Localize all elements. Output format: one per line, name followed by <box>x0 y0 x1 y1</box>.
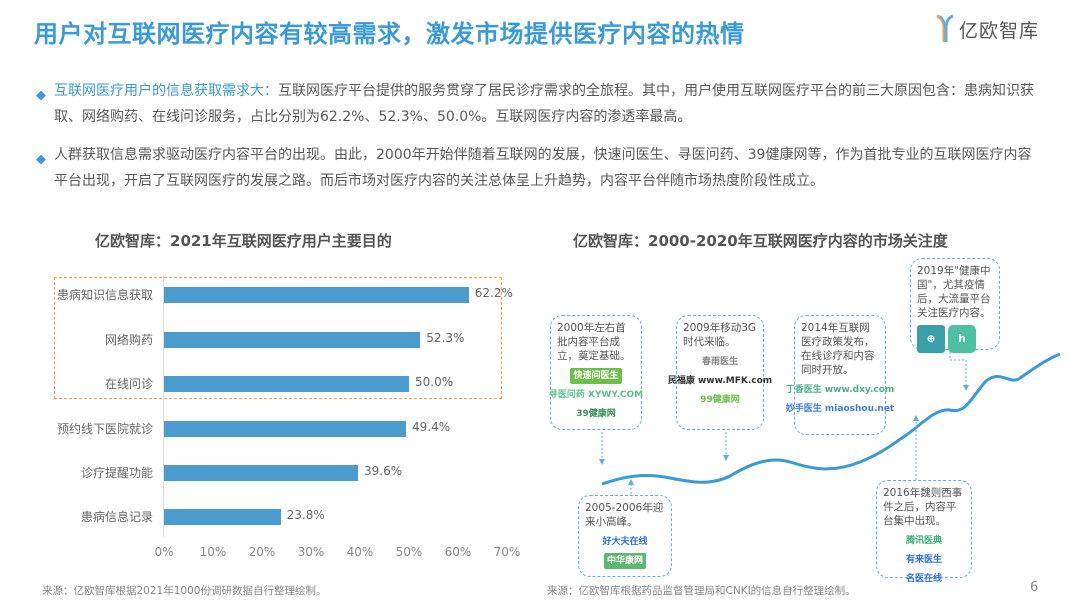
callout-2016: 2016年魏则西事件之后，内容平台集中出现。 腾讯医典 有来医生 名医在线 <box>876 480 972 584</box>
bar-row: 预约线下医院就诊 49.4% <box>40 420 510 437</box>
logo-haodf: 好大夫在线 <box>602 537 648 547</box>
x-tick-label: 20% <box>248 545 276 559</box>
app-icon-1: ⊕ <box>917 325 945 353</box>
bar-category-label: 诊疗提醒功能 <box>80 466 153 480</box>
logo-zhonghua: 中华康网 <box>603 553 646 569</box>
bullet-text: 互联网医疗平台提供的服务贯穿了居民诊疗需求的全旅程。其中，用户使用互联网医疗平台… <box>54 83 1034 125</box>
bar <box>164 421 407 437</box>
bar-chart-title: 亿欧智库：2021年互联网医疗用户主要目的 <box>95 232 392 250</box>
callout-2019: 2019年"健康中国"，尤其疫情后，大流量平台关注医疗内容。 ⊕ h <box>910 258 1000 353</box>
timeline-chart: 2000年左右首批内容平台成立，奠定基础。 快速问医生 寻医问药 XYWY.CO… <box>540 250 1072 584</box>
logo-mingyi: 名医在线 <box>905 574 942 584</box>
app-icon-2: h <box>948 325 976 353</box>
x-axis-ticks: 0% 10% 20% 30% 40% 50% 60% 70% <box>154 545 520 561</box>
bullet-item: ◆ 人群获取信息需求驱动医疗内容平台的出现。由此，2000年开始伴随着互联网的发… <box>34 142 1044 194</box>
page-title: 用户对互联网医疗内容有较高需求，激发市场提供医疗内容的热情 <box>34 20 745 48</box>
callout-text: 2016年魏则西事件之后，内容平台集中出现。 <box>883 487 963 527</box>
logo-mfk: 民福康 www.MFK.com <box>667 376 773 386</box>
bar-category-label: 患病信息记录 <box>80 510 153 524</box>
bar-value-label: 62.2% <box>474 286 513 300</box>
bullet-text: 人群获取信息需求驱动医疗内容平台的出现。由此，2000年开始伴随着互联网的发展，… <box>54 147 1032 189</box>
logo-y-icon <box>936 14 954 42</box>
callout-text: 2005-2006年迎来小高峰。 <box>585 502 664 528</box>
logo-39: 39健康网 <box>576 409 616 419</box>
bar-row: 患病知识信息获取 62.2% <box>40 286 513 303</box>
logo-kuaisu: 快速问医生 <box>570 368 622 384</box>
highlight-box <box>54 277 502 399</box>
bar-value-label: 49.4% <box>412 420 451 434</box>
bar-row: 患病信息记录 23.8% <box>40 508 510 525</box>
logo-dxy: 丁香医生 www.dxy.com <box>785 385 895 395</box>
timeline-chart-title: 亿欧智库：2000-2020年互联网医疗内容的市场关注度 <box>573 232 948 250</box>
bar-category-label: 网络购药 <box>104 333 153 347</box>
x-tick-label: 40% <box>346 545 374 559</box>
bar-value-label: 50.0% <box>415 375 454 389</box>
bar <box>164 287 469 303</box>
x-tick-label: 10% <box>199 545 227 559</box>
bar-row: 网络购药 52.3% <box>40 331 510 348</box>
callout-2014: 2014年互联网医疗政策发布，在线诊疗和内容同时开放。 丁香医生 www.dxy… <box>786 315 894 435</box>
x-tick-label: 50% <box>395 545 423 559</box>
callout-2009: 2009年移动3G时代来临。 春雨医生 民福康 www.MFK.com 99健康… <box>668 315 772 430</box>
diamond-icon: ◆ <box>36 152 46 167</box>
bullet-item: ◆ 互联网医疗用户的信息获取需求大：互联网医疗平台提供的服务贯穿了居民诊疗需求的… <box>34 78 1044 130</box>
logo-99: 99健康网 <box>700 395 740 405</box>
bar-row: 诊疗提醒功能 39.6% <box>40 464 510 481</box>
callout-text: 2019年"健康中国"，尤其疫情后，大流量平台关注医疗内容。 <box>917 265 991 319</box>
bar <box>164 465 359 481</box>
trend-line <box>601 352 1061 486</box>
logo-miaoshou: 妙手医生 miaoshou.net <box>785 404 895 414</box>
bar-category-label: 预约线下医院就诊 <box>56 422 153 436</box>
logo-xywy: 寻医问药 XYWY.COM <box>548 390 644 400</box>
bar-value-label: 39.6% <box>364 464 403 478</box>
x-tick-label: 60% <box>444 545 472 559</box>
logo-youlai: 有来医生 <box>905 555 942 565</box>
logo-chunyu: 春雨医生 <box>701 357 738 367</box>
logo-tencent-yidian: 腾讯医典 <box>905 536 942 546</box>
x-tick-label: 30% <box>297 545 325 559</box>
diamond-icon: ◆ <box>36 88 46 103</box>
bar <box>164 376 409 392</box>
x-tick-label: 0% <box>154 545 174 559</box>
bar-row: 在线问诊 50.0% <box>40 375 510 392</box>
bar-value-label: 23.8% <box>286 508 325 522</box>
bullet-list: ◆ 互联网医疗用户的信息获取需求大：互联网医疗平台提供的服务贯穿了居民诊疗需求的… <box>34 78 1044 206</box>
y-axis-line <box>163 275 164 537</box>
callout-text: 2014年互联网医疗政策发布，在线诊疗和内容同时开放。 <box>801 322 875 376</box>
x-tick-label: 70% <box>493 545 521 559</box>
callout-text: 2000年左右首批内容平台成立，奠定基础。 <box>557 322 631 362</box>
logo-text: 亿欧智库 <box>959 19 1040 42</box>
callout-2000: 2000年左右首批内容平台成立，奠定基础。 快速问医生 寻医问药 XYWY.CO… <box>549 315 643 430</box>
bar-value-label: 52.3% <box>426 331 465 345</box>
bar-category-label: 患病知识信息获取 <box>56 288 153 302</box>
bullet-highlight: 互联网医疗用户的信息获取需求大： <box>54 83 278 99</box>
bar-chart: 患病知识信息获取 62.2% 网络购药 52.3% 在线问诊 50.0% 预约线下医院就诊 4… <box>40 275 520 565</box>
bar <box>164 332 421 348</box>
callout-text: 2009年移动3G时代来临。 <box>683 322 757 348</box>
bar <box>164 509 281 525</box>
callout-2005: 2005-2006年迎来小高峰。 好大夫在线 中华康网 <box>578 495 672 577</box>
source-note-left: 来源：亿欧智库根据2021年1000份调研数据自行整理绘制。 <box>42 585 327 597</box>
source-note-right: 来源：亿欧智库根据药品监督管理局和CNKI的信息自行整理绘制。 <box>547 585 856 597</box>
bar-category-label: 在线问诊 <box>104 377 153 391</box>
page-number: 6 <box>1030 580 1039 595</box>
brand-logo: 亿欧智库 <box>935 14 1039 44</box>
